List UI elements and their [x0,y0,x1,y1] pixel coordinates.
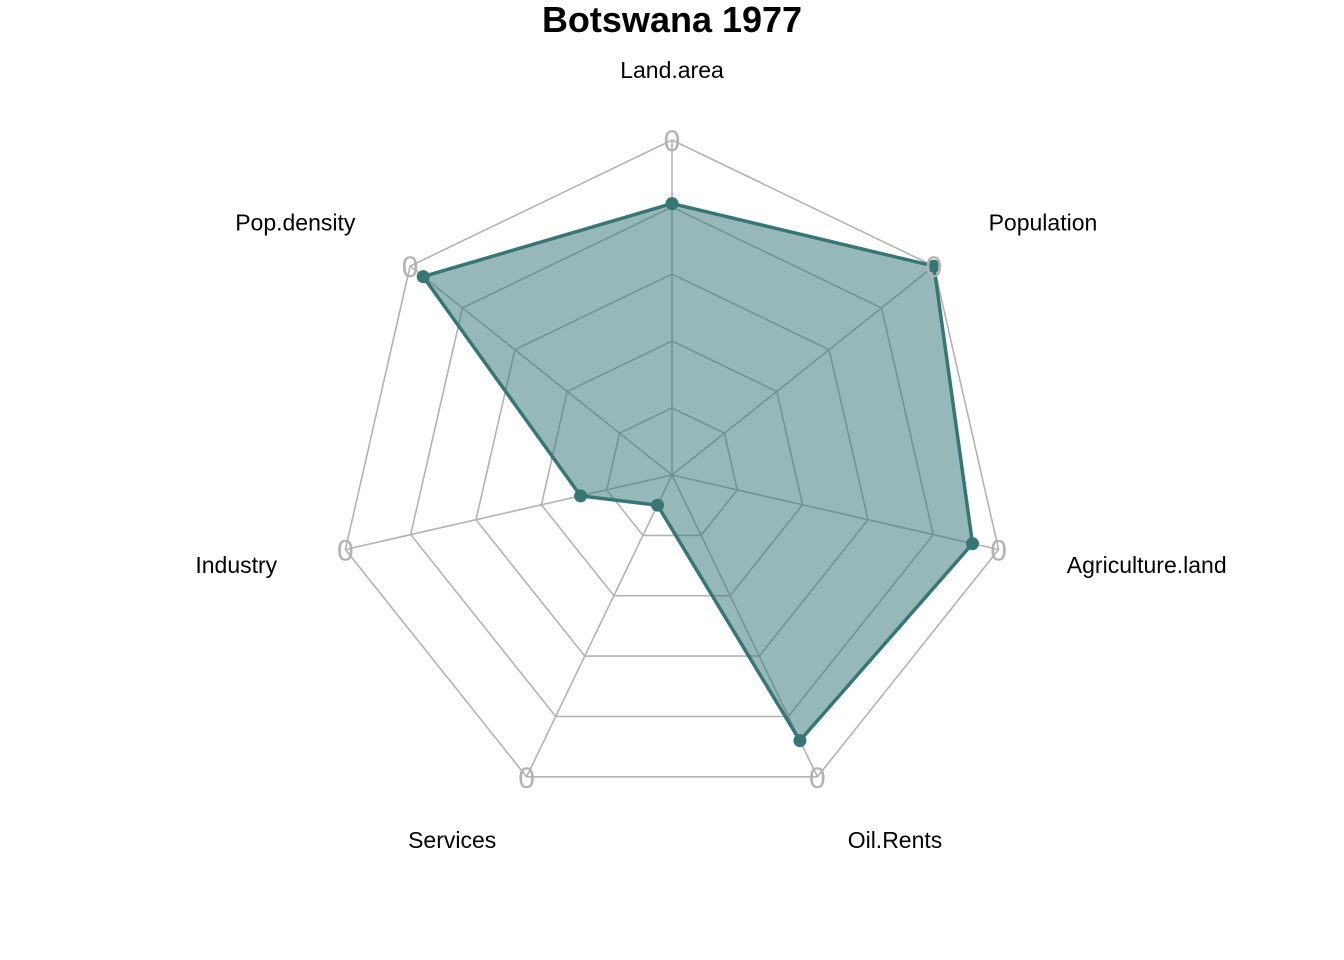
data-point-population [927,259,941,273]
data-point-pop-density [416,270,430,284]
axis-label-layer: 0 0 0 0 0 0 0 Land.area Population Agriculture.la… [195,57,1226,853]
axis-label-agriculture-land: Agriculture.land [1067,552,1227,578]
axis-label-land-area: Land.area [620,57,724,83]
axis-label-industry: Industry [195,552,277,578]
ring-value-label: 0 [990,535,1007,568]
ring-value-label: 0 [518,762,535,795]
axis-label-population: Population [989,210,1098,236]
data-point-agriculture-land [966,537,979,551]
ring-value-label: 0 [926,251,943,284]
series-layer [416,197,979,748]
axis-label-pop-density: Pop.density [235,210,356,236]
grid-ring-5 [344,139,1000,778]
data-point-industry [574,489,588,503]
data-point-land-area [665,197,679,211]
chart-title: Botswana 1977 [542,0,802,40]
ring-value-label: 0 [664,125,681,158]
data-point-services [651,498,664,512]
axis-label-oil-rents: Oil.Rents [848,827,943,853]
ring-value-label: 0 [402,251,419,284]
data-point-oil-rents [793,734,807,748]
ring-value-label: 0 [337,535,354,568]
grid-spoke-5 [525,474,673,778]
axis-label-services: Services [408,827,496,853]
series-area-1 [421,201,975,743]
ring-value-label: 0 [809,762,826,795]
